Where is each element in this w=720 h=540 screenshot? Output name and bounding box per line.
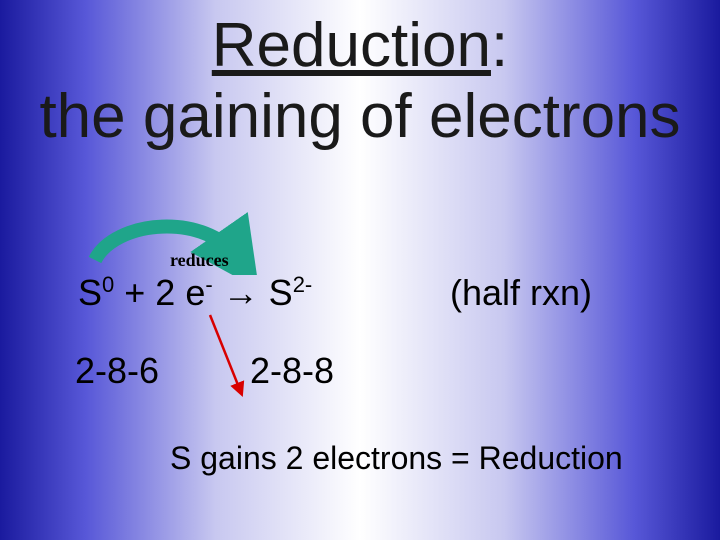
title-colon: : (491, 11, 508, 80)
electron-config-left: 2-8-6 (75, 350, 159, 392)
eq-arrow: → S (213, 272, 293, 313)
half-rxn-label: (half rxn) (450, 272, 592, 314)
title-main: Reduction (212, 11, 491, 80)
eq-s-left: S (78, 272, 102, 313)
title-subtitle: the gaining of electrons (39, 82, 680, 151)
electron-config-right: 2-8-8 (250, 350, 334, 392)
reduces-label: reduces (170, 250, 229, 271)
reduces-arc (70, 190, 260, 275)
red-arrow (200, 310, 260, 400)
eq-sup-e: - (205, 272, 212, 297)
conclusion-text: S gains 2 electrons = Reduction (170, 440, 623, 477)
half-reaction-equation: S0 + 2 e- → S2- (78, 272, 312, 314)
eq-sup-left: 0 (102, 272, 114, 297)
red-arrow-line (210, 315, 240, 390)
title-block: Reduction: the gaining of electrons (0, 10, 720, 153)
eq-sup-right: 2- (293, 272, 313, 297)
eq-plus: + 2 e (114, 272, 205, 313)
